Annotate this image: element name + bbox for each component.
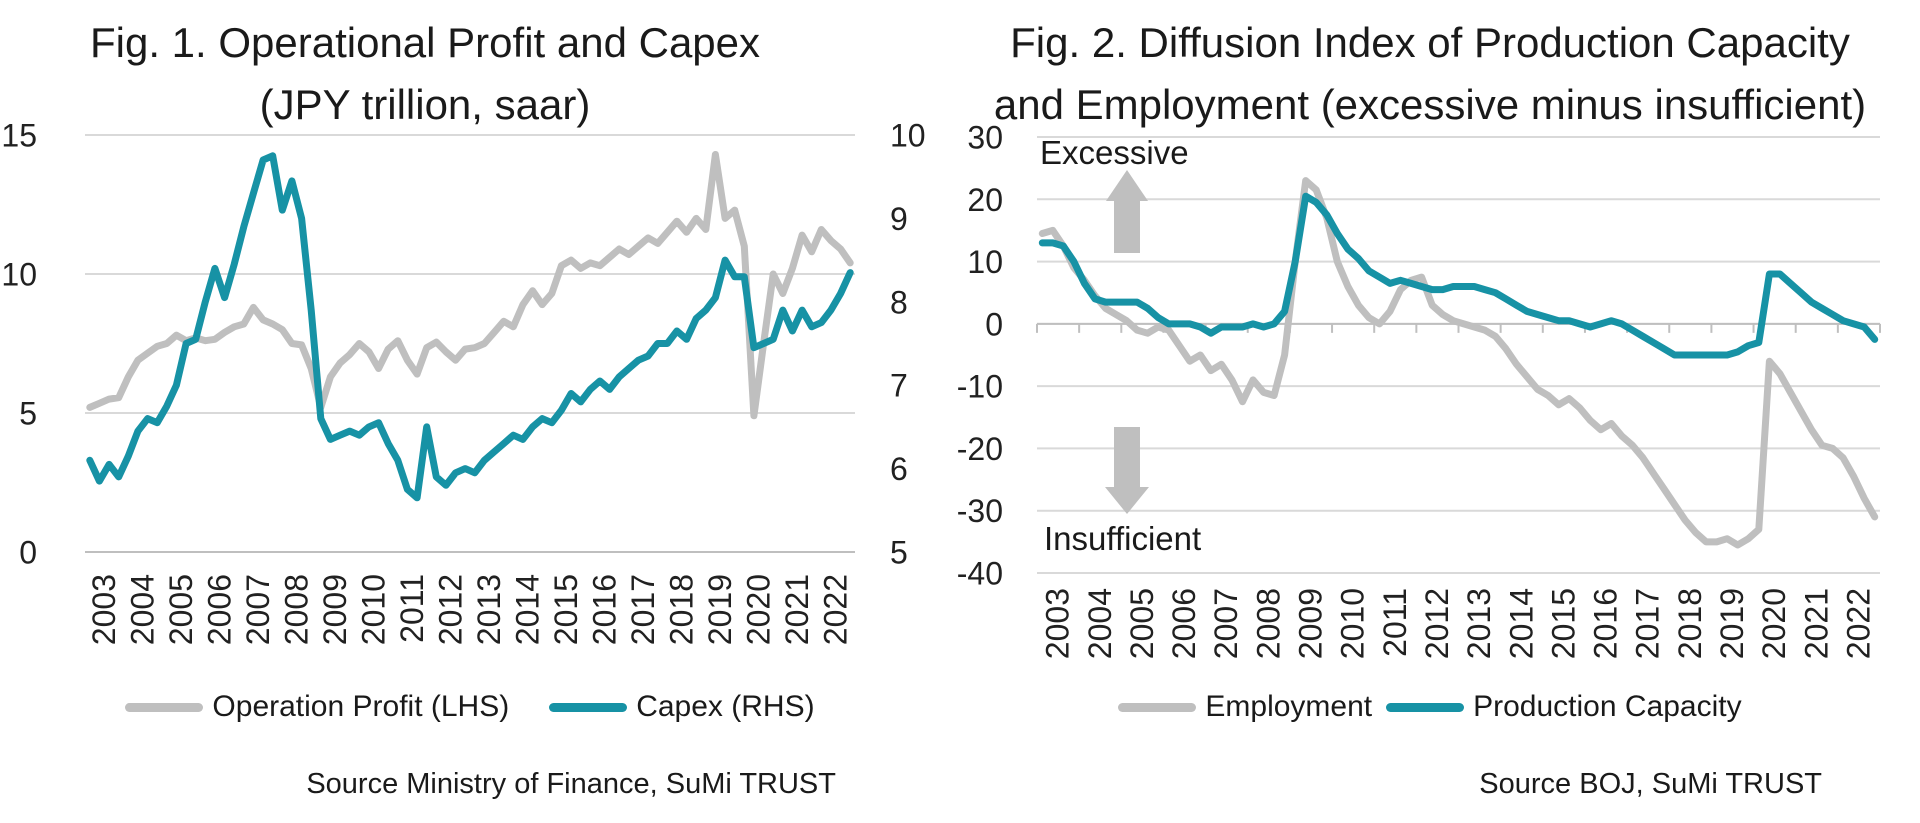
production-capacity-legend-label: Production Capacity	[1473, 690, 1742, 723]
x-axis-year-label: 2008	[278, 574, 314, 645]
left-axis-tick-label: 20	[967, 182, 1003, 218]
series-line-employment	[1038, 177, 1879, 549]
x-axis-year-label: 2007	[240, 574, 276, 645]
excessive-annotation: Excessive	[1040, 134, 1189, 171]
legend-item-employment: Employment	[1118, 690, 1372, 724]
x-axis-year-label: 2015	[548, 574, 584, 645]
x-axis-year-label: 2022	[817, 574, 853, 645]
left-axis-tick-label: -40	[957, 556, 1003, 592]
series-line-production-capacity	[1038, 192, 1879, 359]
x-axis-year-label: 2011	[394, 574, 430, 643]
right-axis-tick-label: 9	[890, 201, 908, 237]
x-axis-year-label: 2017	[1630, 588, 1666, 659]
capex-legend-label: Capex (RHS)	[636, 690, 815, 723]
figure-2-title-line-2: and Employment (excessive minus insuffic…	[993, 81, 1867, 128]
capex-line-swatch-icon	[549, 702, 628, 712]
x-axis-year-label: 2007	[1208, 588, 1244, 659]
series-line-capex-rhs	[86, 152, 854, 502]
left-axis-tick-label: -20	[957, 431, 1003, 467]
x-axis-year-label: 2018	[1672, 588, 1708, 659]
x-axis-year-label: 2014	[509, 574, 545, 645]
x-axis-year-label: 2012	[1419, 588, 1455, 659]
down-arrow-icon	[1105, 427, 1149, 514]
x-axis-year-label: 2013	[471, 574, 507, 645]
x-axis-year-label: 2013	[1461, 588, 1497, 659]
up-arrow-icon	[1106, 170, 1148, 253]
figure-1-title-line-2: (JPY trillion, saar)	[259, 81, 591, 128]
x-axis-year-label: 2017	[625, 574, 661, 645]
left-axis-tick-label: 0	[19, 535, 37, 571]
x-axis-year-label: 2003	[1040, 588, 1076, 659]
x-axis-year-label: 2010	[1335, 588, 1371, 659]
figure-2-source: Source BOJ, SuMi TRUST	[1479, 768, 1822, 800]
figure-1: Fig. 1. Operational Profit and Capex (JP…	[0, 0, 940, 823]
left-axis-tick-label: 15	[1, 118, 37, 154]
x-axis-year-label: 2008	[1250, 588, 1286, 659]
left-axis-tick-label: 30	[967, 120, 1003, 156]
x-axis-year-label: 2010	[355, 574, 391, 645]
x-axis-year-label: 2021	[779, 574, 815, 645]
employment-line-swatch-icon	[1118, 702, 1197, 712]
production-capacity-line-swatch-icon	[1386, 702, 1465, 712]
left-axis-tick-label: 0	[985, 306, 1003, 342]
x-axis-year-label: 2015	[1545, 588, 1581, 659]
right-axis-tick-label: 5	[890, 535, 908, 571]
x-axis-year-label: 2012	[432, 574, 468, 645]
x-axis-year-label: 2005	[163, 574, 199, 645]
x-axis-year-label: 2019	[702, 574, 738, 645]
x-axis-year-label: 2020	[740, 574, 776, 645]
left-axis-tick-label: -30	[957, 493, 1003, 529]
x-axis-year-label: 2021	[1798, 588, 1834, 659]
x-axis-year-label: 2016	[1588, 588, 1624, 659]
x-axis-year-label: 2003	[86, 574, 122, 645]
x-axis-year-label: 2004	[1082, 588, 1118, 659]
operation-profit-line-swatch-icon	[125, 702, 204, 712]
left-axis-tick-label: -10	[957, 369, 1003, 405]
x-axis-year-label: 2005	[1124, 588, 1160, 659]
x-axis-year-label: 2020	[1756, 588, 1792, 659]
x-axis-year-label: 2004	[124, 574, 160, 645]
right-axis-tick-label: 6	[890, 451, 908, 487]
x-axis-year-label: 2018	[663, 574, 699, 645]
right-axis-tick-label: 10	[890, 118, 926, 154]
x-axis-year-label: 2011	[1377, 588, 1413, 657]
left-axis-tick-label: 5	[19, 396, 37, 432]
legend-item-operation-profit: Operation Profit (LHS)	[125, 690, 509, 724]
x-axis-year-label: 2009	[1293, 588, 1329, 659]
x-axis-year-label: 2022	[1840, 588, 1876, 659]
figure-2-title: Fig. 2. Diffusion Index of Production Ca…	[940, 12, 1920, 136]
x-axis-year-label: 2016	[586, 574, 622, 645]
figure-1-source: Source Ministry of Finance, SuMi TRUST	[306, 768, 836, 800]
figure-2-legend: Employment Production Capacity	[940, 690, 1920, 724]
left-axis-tick-label: 10	[1, 257, 37, 293]
x-axis-year-label: 2019	[1714, 588, 1750, 659]
right-axis-tick-label: 8	[890, 284, 908, 320]
series-line-operation-profit-lhs	[86, 151, 854, 420]
left-axis-tick-label: 10	[967, 244, 1003, 280]
legend-item-capex: Capex (RHS)	[549, 690, 815, 724]
fig1-plot: 15 10 5 0 10 9 8 7 6 5 2003 2004 2005 2006 2007 2008 200…	[1, 118, 925, 646]
x-axis-year-label: 2006	[1166, 588, 1202, 659]
x-axis-year-label: 2006	[201, 574, 237, 645]
figure-1-title: Fig. 1. Operational Profit and Capex (JP…	[0, 12, 850, 136]
x-axis-year-label: 2014	[1503, 588, 1539, 659]
x-axis-year-label: 2009	[317, 574, 353, 645]
employment-legend-label: Employment	[1205, 690, 1373, 723]
legend-item-production-capacity: Production Capacity	[1386, 690, 1742, 724]
operation-profit-legend-label: Operation Profit (LHS)	[212, 690, 510, 723]
right-axis-tick-label: 7	[890, 368, 908, 404]
figure-2-title-line-1: Fig. 2. Diffusion Index of Production Ca…	[1010, 19, 1850, 66]
figure-2: Fig. 2. Diffusion Index of Production Ca…	[940, 0, 1920, 823]
figure-1-legend: Operation Profit (LHS) Capex (RHS)	[0, 690, 940, 724]
insufficient-annotation: Insufficient	[1044, 520, 1202, 557]
figure-1-title-line-1: Fig. 1. Operational Profit and Capex	[89, 19, 761, 66]
